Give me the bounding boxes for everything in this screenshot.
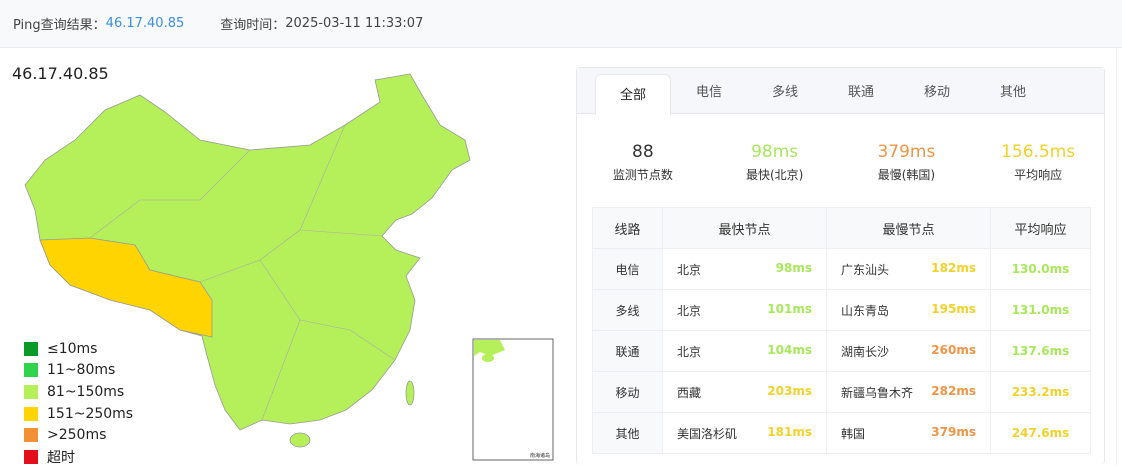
china-ping-map: 南海诸岛 <box>24 73 554 461</box>
column-header: 线路 <box>592 207 663 249</box>
legend-label: >250ms <box>47 427 107 444</box>
tab-4[interactable]: 移动 <box>923 85 950 100</box>
column-header: 最快节点 <box>662 207 827 249</box>
table-row: 联通 北京 104ms 湖南长沙 260ms 137.6ms <box>592 330 1091 372</box>
line-name: 联通 <box>592 330 663 372</box>
legend-item: 151~250ms <box>24 403 133 425</box>
legend-swatch <box>24 449 38 464</box>
legend-item: ≤10ms <box>24 338 133 360</box>
legend-label: 超时 <box>47 449 75 466</box>
stat-value: 98ms <box>751 142 799 162</box>
legend-label: 11~80ms <box>47 362 116 379</box>
scrollbar[interactable] <box>1116 48 1117 465</box>
tab-0[interactable]: 全部 <box>595 74 671 115</box>
stat-item: 156.5ms 平均响应 <box>972 142 1104 206</box>
legend-swatch <box>24 428 38 443</box>
stat-label: 最慢(韩国) <box>877 168 936 182</box>
fastest-ms: 104ms <box>767 342 812 357</box>
stat-item: 379ms 最慢(韩国) <box>841 142 973 206</box>
stat-item: 98ms 最快(北京) <box>709 142 841 206</box>
slowest-node: 广东汕头 <box>841 262 890 277</box>
tab-1[interactable]: 电信 <box>695 85 722 100</box>
slowest-ms: 195ms <box>931 301 976 316</box>
results-panel: 全部 电信 多线 联通 移动 其他 88 监测节点数 98ms 最快(北京) 379ms 最慢(韩国… <box>576 67 1105 465</box>
fastest-ms: 181ms <box>767 424 812 439</box>
result-ip: 46.17.40.85 <box>105 16 185 31</box>
map-hainan[interactable] <box>289 432 311 448</box>
table-row: 移动 西藏 203ms 新疆乌鲁木齐 282ms 233.2ms <box>592 371 1091 413</box>
average-ms: 247.6ms <box>990 412 1091 454</box>
stat-item: 88 监测节点数 <box>577 142 709 206</box>
line-name: 多线 <box>592 289 663 331</box>
average-ms: 233.2ms <box>990 371 1091 413</box>
legend-item: 超时 <box>24 446 133 468</box>
fastest-node: 西藏 <box>677 385 702 400</box>
legend-item: >250ms <box>24 424 133 446</box>
line-name: 电信 <box>592 248 663 290</box>
legend-swatch <box>24 341 38 356</box>
stat-label: 平均响应 <box>1014 168 1063 182</box>
map-title: 46.17.40.85 <box>12 64 109 83</box>
fastest-ms: 98ms <box>775 260 812 275</box>
slowest-ms: 379ms <box>931 424 976 439</box>
column-header: 最慢节点 <box>826 207 991 249</box>
legend-item: 11~80ms <box>24 360 133 382</box>
average-ms: 131.0ms <box>990 289 1091 331</box>
result-label: Ping查询结果： <box>13 18 106 33</box>
fastest-ms: 101ms <box>767 301 812 316</box>
table-row: 电信 北京 98ms 广东汕头 182ms 130.0ms <box>592 248 1091 290</box>
fastest-ms: 203ms <box>767 383 812 398</box>
map-taiwan[interactable] <box>405 380 415 406</box>
tab-5[interactable]: 其他 <box>999 85 1026 100</box>
legend-label: 81~150ms <box>47 383 125 400</box>
south-sea-inset: 南海诸岛 <box>472 338 554 461</box>
fastest-node: 北京 <box>677 262 702 277</box>
slowest-node: 韩国 <box>841 426 866 441</box>
legend-label: ≤10ms <box>47 340 98 357</box>
map-mainland[interactable] <box>24 73 471 431</box>
summary-stats: 88 监测节点数 98ms 最快(北京) 379ms 最慢(韩国) 156.5ms 平均响应 <box>577 114 1104 206</box>
result-header: Ping查询结果： 46.17.40.85 查询时间： 2025-03-11 1… <box>0 0 1122 48</box>
table-row: 其他 美国洛杉矶 181ms 韩国 379ms 247.6ms <box>592 412 1091 454</box>
legend-item: 81~150ms <box>24 381 133 403</box>
stat-label: 最快(北京) <box>745 168 804 182</box>
query-time: 2025-03-11 11:33:07 <box>285 16 424 31</box>
map-tibet[interactable] <box>39 237 213 338</box>
stat-value: 88 <box>632 142 654 162</box>
line-name: 移动 <box>592 371 663 413</box>
slowest-node: 山东青岛 <box>841 303 890 318</box>
inset-label: 南海诸岛 <box>530 452 550 459</box>
legend-swatch <box>24 406 38 421</box>
slowest-ms: 260ms <box>931 342 976 357</box>
fastest-node: 美国洛杉矶 <box>677 426 738 441</box>
fastest-node: 北京 <box>677 344 702 359</box>
slowest-node: 新疆乌鲁木齐 <box>841 385 914 400</box>
line-tabs: 全部 电信 多线 联通 移动 其他 <box>577 68 1104 115</box>
stat-value: 156.5ms <box>1001 142 1076 162</box>
average-ms: 137.6ms <box>990 330 1091 372</box>
time-label: 查询时间： <box>220 18 286 33</box>
line-name: 其他 <box>592 412 663 454</box>
average-ms: 130.0ms <box>990 248 1091 290</box>
legend-swatch <box>24 384 38 399</box>
tab-2[interactable]: 多线 <box>771 85 798 100</box>
fastest-node: 北京 <box>677 303 702 318</box>
legend-swatch <box>24 363 38 378</box>
map-legend: ≤10ms 11~80ms 81~150ms 151~250ms >250ms 超时 <box>24 338 133 468</box>
results-table: 线路 最快节点 最慢节点 平均响应 电信 北京 98ms 广东汕头 182ms 130.0… <box>592 207 1091 454</box>
stat-value: 379ms <box>877 142 936 162</box>
slowest-ms: 182ms <box>931 260 976 275</box>
column-header: 平均响应 <box>990 207 1091 249</box>
slowest-node: 湖南长沙 <box>841 344 890 359</box>
slowest-ms: 282ms <box>931 383 976 398</box>
tab-3[interactable]: 联通 <box>847 85 874 100</box>
legend-label: 151~250ms <box>47 405 134 422</box>
stat-label: 监测节点数 <box>612 168 673 182</box>
table-row: 多线 北京 101ms 山东青岛 195ms 131.0ms <box>592 289 1091 331</box>
